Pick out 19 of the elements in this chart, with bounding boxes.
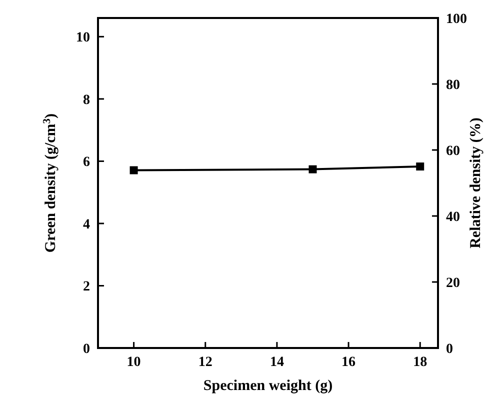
y2-tick-label: 0 (446, 342, 453, 357)
x-axis-title: Specimen weight (g) (203, 378, 333, 394)
x-tick-label: 14 (270, 355, 284, 370)
y-tick-label: 2 (83, 280, 90, 295)
y2-axis-title: Relative density (%) (468, 118, 484, 248)
x-tick-label: 18 (413, 355, 428, 370)
y-tick-label: 0 (83, 342, 90, 357)
y2-tick-label: 80 (446, 78, 460, 93)
y-tick-label: 8 (83, 92, 90, 108)
y-tick-label: 4 (83, 217, 90, 232)
y-tick-label: 6 (83, 155, 90, 170)
y2-tick-label: 60 (446, 144, 460, 159)
y2-tick-label: 20 (446, 276, 460, 291)
x-tick-label: 12 (198, 355, 212, 370)
x-tick-label: 16 (342, 355, 356, 370)
y2-tick-label: 100 (446, 12, 467, 27)
y-tick-label: 10 (76, 30, 90, 46)
x-tick-label: 10 (126, 355, 141, 370)
y2-tick-label: 40 (446, 210, 460, 225)
